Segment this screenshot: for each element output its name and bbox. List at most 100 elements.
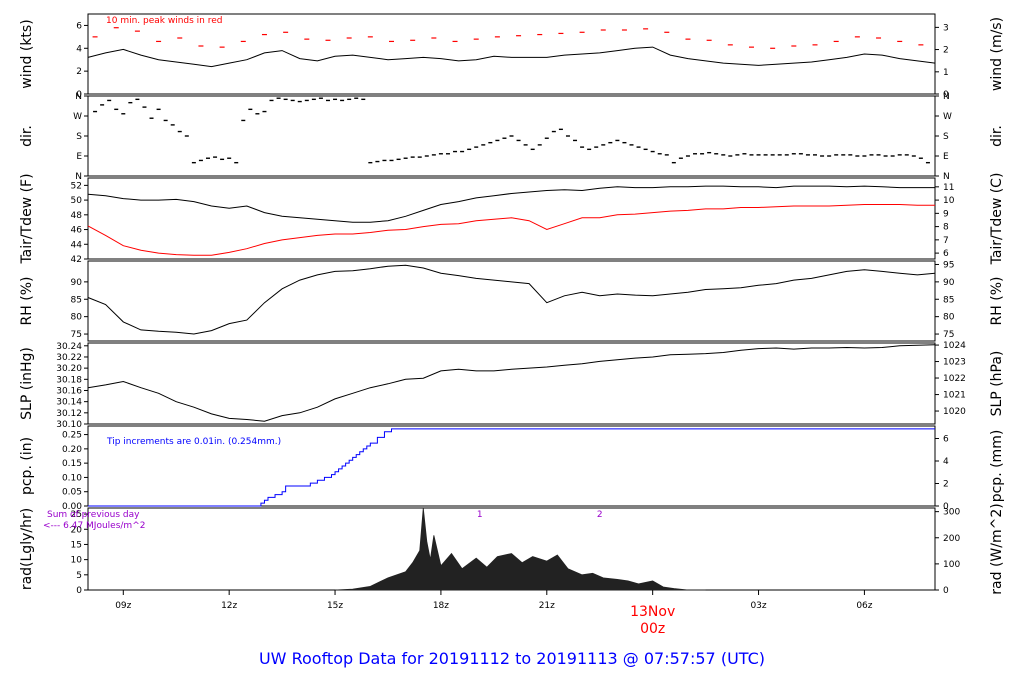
slp-left-tick-label: 30.16 xyxy=(56,386,82,396)
rad-right-tick-label: 200 xyxy=(943,534,960,544)
temp-left-tick-label: 44 xyxy=(71,240,83,250)
pcp-right-tick-label: 2 xyxy=(943,480,949,490)
pcp-left-tick-label: 0.20 xyxy=(62,445,82,455)
dir-left-tick-label: E xyxy=(76,152,82,162)
slp-frame xyxy=(87,342,936,425)
slp-left-tick-label: 30.18 xyxy=(56,375,82,385)
rh-right-tick-label: 95 xyxy=(943,260,954,270)
slp-slp-line xyxy=(87,344,936,422)
slp-left-tick-label: 30.12 xyxy=(56,409,82,419)
slp-right-tick-label: 1021 xyxy=(943,391,966,401)
wind-ylabel-left: wind (kts) xyxy=(19,19,35,88)
dir-right-tick-label: N xyxy=(943,92,950,102)
rh-left-tick-label: 80 xyxy=(71,313,83,323)
temp-dew-line xyxy=(87,204,935,256)
temp-right-tick-label: 10 xyxy=(943,196,955,206)
rad-right-tick-label: 0 xyxy=(943,586,949,596)
x-tick-label: 21z xyxy=(539,601,555,611)
x-tick-label: 06z xyxy=(856,601,872,611)
rad-day-marker: 2 xyxy=(597,510,603,520)
dir-right-tick-label: E xyxy=(943,152,949,162)
pcp-left-tick-label: 0.05 xyxy=(62,488,82,498)
wind-right-tick-label: 3 xyxy=(943,23,949,33)
wind-left-tick-label: 6 xyxy=(76,21,82,31)
rad-left-tick-label: 15 xyxy=(71,540,82,550)
x-tick-label: 03z xyxy=(750,601,766,611)
wind-left-tick-label: 4 xyxy=(76,44,82,54)
precip-step-line xyxy=(88,428,935,507)
rad-left-tick-label: 25 xyxy=(71,510,82,520)
temp-ylabel-left: Tair/Tdew (F) xyxy=(19,173,35,264)
rad-ylabel-left: rad(Lgly/hr) xyxy=(19,508,35,590)
wind-annotation: 10 min. peak winds in red xyxy=(106,16,223,26)
pcp-right-tick-label: 0 xyxy=(943,502,949,512)
rad-day-marker: 1 xyxy=(477,510,483,520)
temp-frame xyxy=(87,177,936,260)
slp-ylabel-right: SLP (hPa) xyxy=(989,351,1005,417)
pcp-right-tick-label: 6 xyxy=(943,435,949,445)
temp-ylabel-right: Tair/Tdew (C) xyxy=(989,173,1005,266)
rh-right-tick-label: 85 xyxy=(943,295,954,305)
slp-right-tick-label: 1023 xyxy=(943,358,966,368)
panel-wind: 0 2 4 6 0 1 2 3 wind (kts) wind (m/s) 10 min. peak… xyxy=(19,13,1005,100)
slp-right-tick-label: 1024 xyxy=(943,341,966,351)
dir-left-tick-label: N xyxy=(75,92,82,102)
rad-left-tick-label: 20 xyxy=(71,525,83,535)
rad-left-tick-label: 10 xyxy=(71,556,83,566)
radiation-area xyxy=(335,507,706,591)
rh-right-tick-label: 75 xyxy=(943,330,954,340)
footer-title: UW Rooftop Data for 20191112 to 20191113… xyxy=(258,649,766,668)
wind-right-tick-label: 2 xyxy=(943,46,949,56)
rh-ylabel-right: RH (%) xyxy=(989,277,1005,326)
rad-left-tick-label: 5 xyxy=(76,571,82,581)
rh-frame xyxy=(87,260,936,342)
slp-left-tick-label: 30.22 xyxy=(56,353,82,363)
slp-left-tick-label: 30.10 xyxy=(56,420,82,430)
panel-temp: 42 44 46 48 50 52 6 7 8 9 10 11 Tair/Tdew (F) Tair/Td… xyxy=(19,173,1005,266)
dir-ylabel-right: dir. xyxy=(989,125,1005,147)
pcp-annotation: Tip increments are 0.01in. (0.254mm.) xyxy=(106,437,281,447)
wind-left-tick-label: 0 xyxy=(76,90,82,100)
slp-right-tick-label: 1022 xyxy=(943,374,966,384)
temp-right-tick-label: 8 xyxy=(943,223,949,233)
temp-left-tick-label: 48 xyxy=(71,211,83,221)
temp-left-tick-label: 46 xyxy=(71,226,83,236)
pcp-left-tick-label: 0.25 xyxy=(62,431,82,441)
rad-right-tick-label: 100 xyxy=(943,560,960,570)
pcp-left-tick-label: 0.10 xyxy=(62,473,82,483)
dir-right-tick-label: S xyxy=(943,132,949,142)
slp-left-tick-label: 30.24 xyxy=(56,342,82,352)
pcp-ylabel-left: pcp. (in) xyxy=(19,437,35,495)
temp-right-tick-label: 7 xyxy=(943,236,949,246)
slp-left-tick-label: 30.20 xyxy=(56,364,82,374)
dir-ylabel-left: dir. xyxy=(19,125,35,147)
x-tick-label: 15z xyxy=(327,601,343,611)
rh-ylabel-left: RH (%) xyxy=(19,277,35,326)
wind-ylabel-right: wind (m/s) xyxy=(989,17,1005,91)
wind-speed-line xyxy=(87,46,936,68)
dir-left-tick-label: W xyxy=(73,112,82,122)
dir-left-tick-label: N xyxy=(75,172,82,182)
x-tick-label: 09z xyxy=(115,601,131,611)
temp-right-tick-label: 6 xyxy=(943,249,949,259)
dir-right-tick-label: W xyxy=(943,112,952,122)
rh-right-tick-label: 80 xyxy=(943,313,955,323)
x-tick-label: 12z xyxy=(221,601,237,611)
slp-left-tick-label: 30.14 xyxy=(56,398,82,408)
pcp-left-tick-label: 0.00 xyxy=(62,502,82,512)
rh-rh-line xyxy=(87,264,936,335)
temp-right-tick-label: 9 xyxy=(943,209,949,219)
rad-left-tick-label: 0 xyxy=(76,586,82,596)
temp-left-tick-label: 42 xyxy=(71,255,82,265)
rad-right-tick-label: 300 xyxy=(943,508,960,518)
wind-right-tick-label: 0 xyxy=(943,90,949,100)
slp-ylabel-left: SLP (inHg) xyxy=(19,347,35,420)
x-tick-label: 18z xyxy=(433,601,449,611)
temp-left-tick-label: 52 xyxy=(71,181,82,191)
dir-left-tick-label: S xyxy=(76,132,82,142)
